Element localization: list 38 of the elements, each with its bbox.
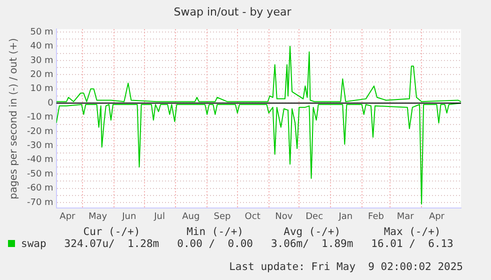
y-tick-label: 20 m <box>30 70 54 80</box>
y-tick-label: -10 m <box>27 112 54 123</box>
text: 3.06m/ 1.89m <box>270 238 354 250</box>
chart-title: Swap in/out - by year <box>174 5 292 18</box>
x-tick-label: Feb <box>368 212 384 222</box>
y-tick-label: 0 <box>48 98 54 108</box>
x-tick-label: Aug <box>182 212 200 222</box>
y-tick-label: -70 m <box>27 198 54 208</box>
x-tick-label: Jun <box>121 212 136 222</box>
text: 16.01 / 6.13 <box>370 238 454 250</box>
x-tick-label: Sep <box>214 212 232 222</box>
y-tick-label: 30 m <box>30 56 54 66</box>
text: Cur (-/+) <box>82 226 142 238</box>
y-tick-label: 50 m <box>30 27 54 38</box>
y-tick-label: -50 m <box>27 169 54 180</box>
text: Max (-/+) <box>382 226 442 238</box>
legend-label: swap <box>20 238 46 250</box>
x-tick-label: Jan <box>338 212 353 222</box>
x-tick-label: Apr <box>428 212 445 222</box>
y-tick-label: 40 m <box>30 42 54 52</box>
x-tick-label: Jul <box>153 212 165 222</box>
x-tick-label: Dec <box>306 212 324 222</box>
text: 0.00 / 0.00 <box>176 238 253 250</box>
x-tick-label: Nov <box>275 212 294 222</box>
text: Min (-/+) <box>186 226 244 238</box>
text: Last update: Fri May 9 02:00:02 2025 <box>229 261 463 273</box>
y-tick-label: -30 m <box>27 141 54 152</box>
y-tick-label: -20 m <box>27 126 54 137</box>
y-axis-title: pages per second in (-) / out (+) <box>8 38 20 200</box>
y-tick-label: -60 m <box>27 184 54 194</box>
x-tick-label: May <box>88 212 108 222</box>
text: 324.07u/ 1.28m <box>63 238 160 250</box>
y-tick-label: 10 m <box>30 84 54 94</box>
y-tick-label: -40 m <box>27 155 54 166</box>
x-tick-label: Mar <box>396 212 414 222</box>
x-tick-label: Apr <box>60 212 76 222</box>
text: Avg (-/+) <box>282 226 342 238</box>
x-tick-label: Oct <box>244 212 261 222</box>
